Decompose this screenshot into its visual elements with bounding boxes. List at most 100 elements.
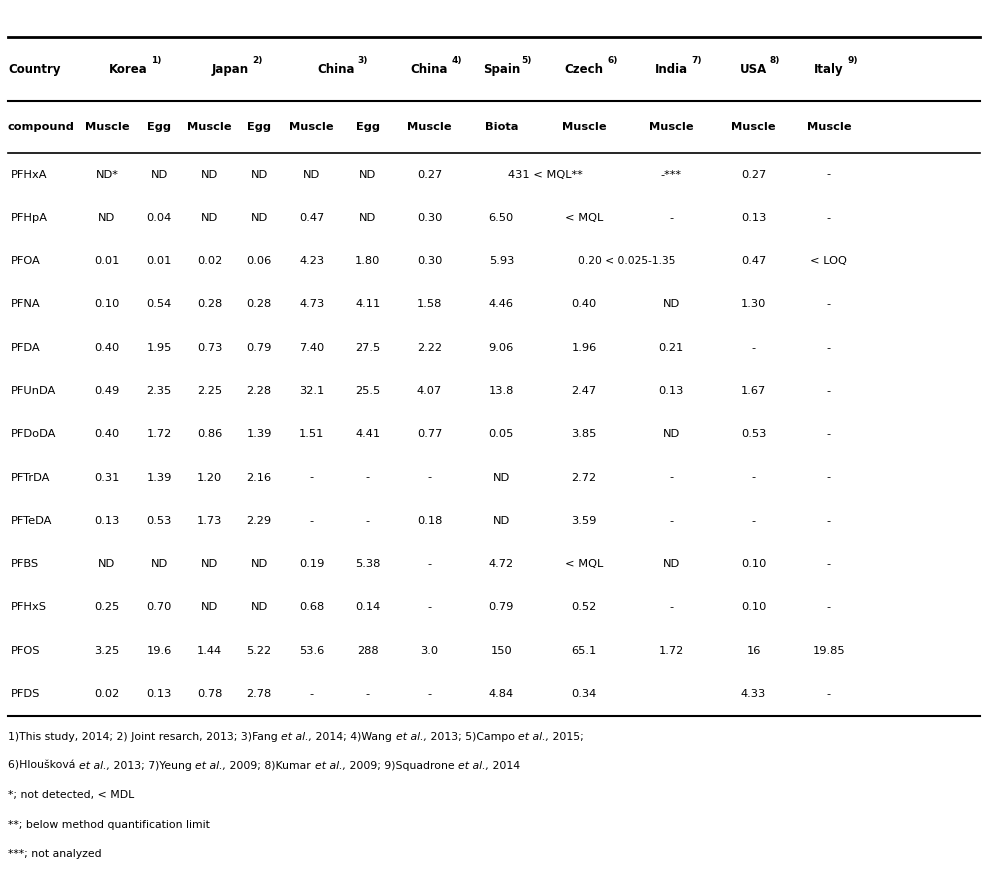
Text: 0.31: 0.31	[95, 473, 119, 483]
Text: 1.39: 1.39	[246, 429, 272, 439]
Text: 0.18: 0.18	[417, 516, 442, 526]
Text: -: -	[365, 689, 370, 699]
Text: 65.1: 65.1	[571, 645, 597, 656]
Text: et al.,: et al.,	[314, 761, 346, 771]
Text: 4): 4)	[451, 56, 462, 65]
Text: ND: ND	[201, 603, 219, 613]
Text: 0.40: 0.40	[571, 300, 597, 309]
Text: 0.54: 0.54	[147, 300, 171, 309]
Text: -: -	[427, 603, 431, 613]
Text: -: -	[826, 212, 831, 223]
Text: ND: ND	[663, 559, 680, 569]
Text: 0.21: 0.21	[659, 342, 684, 353]
Text: 0.53: 0.53	[147, 516, 171, 526]
Text: Muscle: Muscle	[649, 122, 693, 132]
Text: 0.01: 0.01	[147, 256, 171, 266]
Text: 2014: 2014	[489, 761, 520, 771]
Text: 0.13: 0.13	[95, 516, 119, 526]
Text: et al.,: et al.,	[79, 761, 110, 771]
Text: 0.13: 0.13	[741, 212, 766, 223]
Text: PFDA: PFDA	[11, 342, 40, 353]
Text: PFHpA: PFHpA	[11, 212, 48, 223]
Text: Muscle: Muscle	[187, 122, 232, 132]
Text: PFDoDA: PFDoDA	[11, 429, 56, 439]
Text: -: -	[669, 516, 674, 526]
Text: -***: -***	[661, 170, 682, 180]
Text: Country: Country	[8, 63, 60, 76]
Text: 0.79: 0.79	[246, 342, 272, 353]
Text: 2009; 8)Kumar: 2009; 8)Kumar	[227, 761, 314, 771]
Text: PFDS: PFDS	[11, 689, 40, 699]
Text: 2.78: 2.78	[246, 689, 272, 699]
Text: 32.1: 32.1	[299, 386, 324, 396]
Text: 150: 150	[491, 645, 512, 656]
Text: 0.02: 0.02	[197, 256, 223, 266]
Text: -: -	[826, 559, 831, 569]
Text: ND*: ND*	[96, 170, 118, 180]
Text: 0.30: 0.30	[417, 212, 442, 223]
Text: Biota: Biota	[485, 122, 518, 132]
Text: ND: ND	[250, 212, 268, 223]
Text: 0.19: 0.19	[299, 559, 324, 569]
Text: 0.13: 0.13	[147, 689, 171, 699]
Text: ND: ND	[201, 170, 219, 180]
Text: 2.29: 2.29	[246, 516, 272, 526]
Text: Muscle: Muscle	[290, 122, 334, 132]
Text: Egg: Egg	[247, 122, 271, 132]
Text: -: -	[365, 473, 370, 483]
Text: -: -	[826, 342, 831, 353]
Text: 0.06: 0.06	[246, 256, 272, 266]
Text: 0.27: 0.27	[417, 170, 442, 180]
Text: 1): 1)	[151, 56, 162, 65]
Text: 3.59: 3.59	[571, 516, 597, 526]
Text: 4.73: 4.73	[299, 300, 324, 309]
Text: 1.72: 1.72	[659, 645, 684, 656]
Text: PFUnDA: PFUnDA	[11, 386, 56, 396]
Text: 0.78: 0.78	[197, 689, 223, 699]
Text: 3.0: 3.0	[421, 645, 438, 656]
Text: 6): 6)	[608, 56, 619, 65]
Text: 4.11: 4.11	[356, 300, 380, 309]
Text: PFHxA: PFHxA	[11, 170, 47, 180]
Text: 2013; 7)Yeung: 2013; 7)Yeung	[110, 761, 195, 771]
Text: Egg: Egg	[356, 122, 380, 132]
Text: -: -	[752, 473, 755, 483]
Text: -: -	[826, 689, 831, 699]
Text: -: -	[826, 603, 831, 613]
Text: 8): 8)	[769, 56, 780, 65]
Text: 1.20: 1.20	[197, 473, 223, 483]
Text: 19.85: 19.85	[813, 645, 845, 656]
Text: PFBS: PFBS	[11, 559, 39, 569]
Text: 2.28: 2.28	[246, 386, 272, 396]
Text: 0.14: 0.14	[356, 603, 380, 613]
Text: 0.30: 0.30	[417, 256, 442, 266]
Text: ND: ND	[303, 170, 320, 180]
Text: 0.10: 0.10	[741, 559, 766, 569]
Text: -: -	[309, 473, 314, 483]
Text: China: China	[411, 63, 448, 76]
Text: 2014; 4)Wang: 2014; 4)Wang	[312, 732, 396, 741]
Text: 5): 5)	[521, 56, 532, 65]
Text: et al.,: et al.,	[518, 732, 550, 741]
Text: ND: ND	[250, 559, 268, 569]
Text: -: -	[826, 516, 831, 526]
Text: 1.72: 1.72	[147, 429, 171, 439]
Text: -: -	[752, 342, 755, 353]
Text: 3): 3)	[358, 56, 368, 65]
Text: 25.5: 25.5	[356, 386, 380, 396]
Text: Korea: Korea	[108, 63, 148, 76]
Text: -: -	[826, 386, 831, 396]
Text: ND: ND	[492, 473, 510, 483]
Text: ND: ND	[492, 516, 510, 526]
Text: 9.06: 9.06	[489, 342, 514, 353]
Text: 19.6: 19.6	[147, 645, 171, 656]
Text: et al.,: et al.,	[396, 732, 427, 741]
Text: 0.01: 0.01	[95, 256, 119, 266]
Text: 2.47: 2.47	[571, 386, 597, 396]
Text: et al.,: et al.,	[458, 761, 489, 771]
Text: 2.35: 2.35	[147, 386, 171, 396]
Text: Egg: Egg	[147, 122, 171, 132]
Text: 4.23: 4.23	[299, 256, 324, 266]
Text: USA: USA	[740, 63, 767, 76]
Text: ND: ND	[663, 300, 680, 309]
